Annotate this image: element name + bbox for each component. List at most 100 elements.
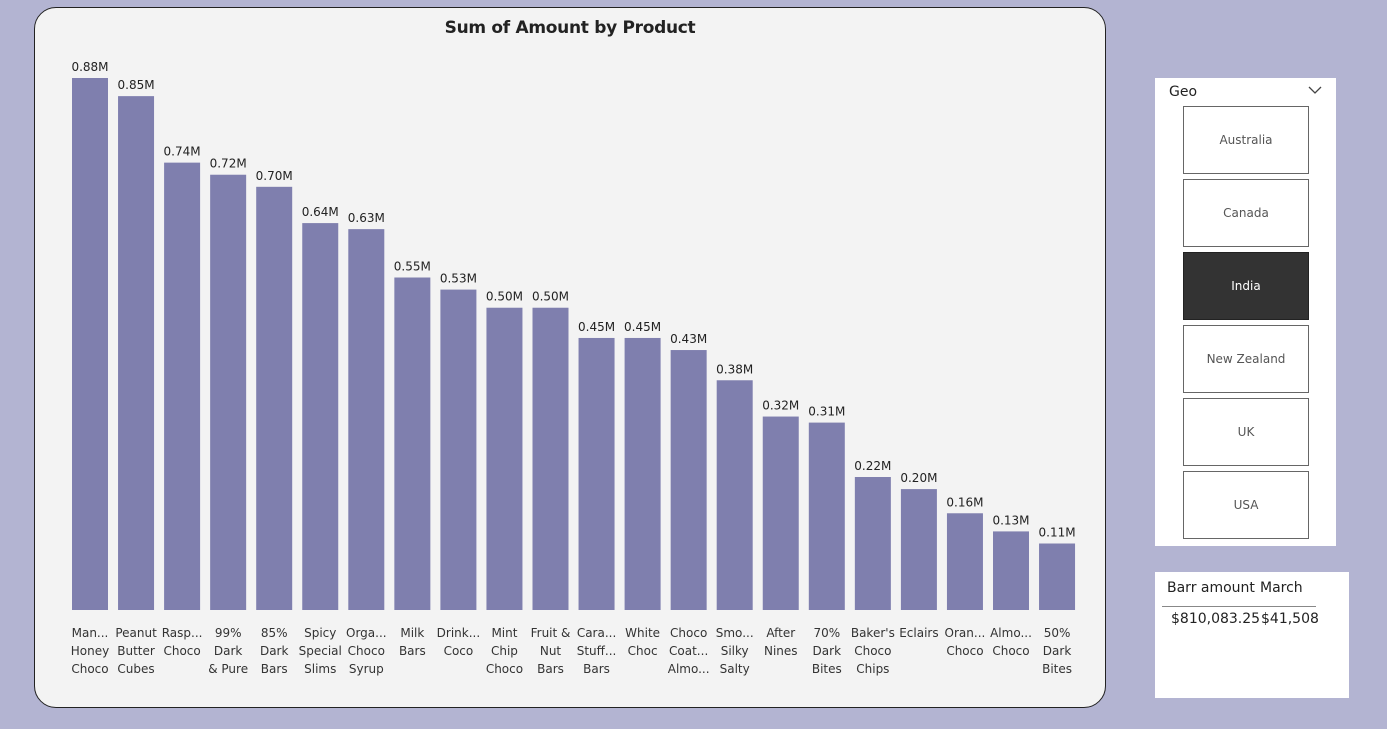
- category-label-14-2: Salty: [720, 662, 750, 676]
- summary-table: Barr amount March $810,083.25 $41,508: [1155, 572, 1349, 698]
- category-label-3-1: Dark: [214, 644, 243, 658]
- data-label-5: 0.64M: [302, 205, 339, 219]
- bar-2[interactable]: [164, 162, 201, 611]
- slicer-option-usa[interactable]: USA: [1183, 471, 1309, 539]
- data-label-21: 0.11M: [1039, 526, 1076, 540]
- bar-8[interactable]: [440, 289, 477, 610]
- bar-6[interactable]: [348, 229, 385, 611]
- chevron-down-icon[interactable]: [1307, 83, 1323, 97]
- bar-17[interactable]: [854, 477, 891, 610]
- data-label-18: 0.20M: [900, 471, 937, 485]
- bar-0[interactable]: [72, 78, 108, 610]
- category-label-4-1: Dark: [260, 644, 289, 658]
- category-label-5-0: Spicy: [304, 626, 336, 640]
- category-label-1-2: Cubes: [117, 662, 154, 676]
- data-label-9: 0.50M: [486, 290, 523, 304]
- category-label-19-0: Oran...: [945, 626, 986, 640]
- category-label-0-1: Honey: [71, 644, 109, 658]
- bar-20[interactable]: [993, 531, 1029, 610]
- geo-slicer: Geo Australia Canada India New Zealand U…: [1155, 78, 1336, 546]
- bar-9[interactable]: [486, 307, 523, 610]
- category-label-6-0: Orga...: [346, 626, 387, 640]
- category-label-13-1: Coat...: [669, 644, 708, 658]
- category-label-18-0: Eclairs: [899, 626, 938, 640]
- category-label-10-2: Bars: [537, 662, 564, 676]
- data-label-11: 0.45M: [578, 320, 615, 334]
- category-label-2-0: Rasp...: [162, 626, 203, 640]
- category-label-21-1: Dark: [1043, 644, 1072, 658]
- bar-21[interactable]: [1039, 543, 1076, 611]
- category-label-20-0: Almo...: [990, 626, 1032, 640]
- bar-14[interactable]: [716, 380, 753, 610]
- category-label-14-1: Silky: [721, 644, 749, 658]
- category-label-0-2: Choco: [71, 662, 108, 676]
- category-label-2-1: Choco: [163, 644, 200, 658]
- slicer-option-australia[interactable]: Australia: [1183, 106, 1309, 174]
- bar-11[interactable]: [578, 337, 615, 610]
- category-label-13-2: Almo...: [668, 662, 710, 676]
- bar-4[interactable]: [256, 186, 293, 610]
- chart-title: Sum of Amount by Product: [444, 18, 696, 38]
- category-label-8-1: Coco: [444, 644, 474, 658]
- category-label-3-0: 99%: [215, 626, 242, 640]
- category-label-7-0: Milk: [400, 626, 424, 640]
- bar-chart-card: Sum of Amount by Product 0.88M Man... Hone…: [34, 7, 1106, 708]
- category-label-4-2: Bars: [261, 662, 288, 676]
- category-label-11-0: Cara...: [577, 626, 616, 640]
- category-label-17-1: Choco: [854, 644, 891, 658]
- category-label-16-1: Dark: [813, 644, 842, 658]
- data-label-10: 0.50M: [532, 290, 569, 304]
- category-label-11-2: Bars: [583, 662, 610, 676]
- category-label-21-0: 50%: [1044, 626, 1071, 640]
- slicer-option-new-zealand[interactable]: New Zealand: [1183, 325, 1309, 393]
- category-label-14-0: Smo...: [716, 626, 754, 640]
- data-label-13: 0.43M: [670, 332, 707, 346]
- bar-3[interactable]: [210, 174, 247, 610]
- category-label-8-0: Drink...: [437, 626, 481, 640]
- bar-13[interactable]: [670, 350, 707, 610]
- data-label-16: 0.31M: [808, 405, 845, 419]
- data-label-15: 0.32M: [762, 399, 799, 413]
- category-label-15-1: Nines: [764, 644, 798, 658]
- category-label-9-2: Choco: [486, 662, 523, 676]
- bar-5[interactable]: [302, 223, 339, 610]
- category-label-4-0: 85%: [261, 626, 288, 640]
- category-label-15-0: After: [766, 626, 795, 640]
- category-label-12-1: Choc: [628, 644, 658, 658]
- category-label-6-1: Choco: [348, 644, 385, 658]
- category-label-11-1: Stuff...: [577, 644, 617, 658]
- bar-18[interactable]: [900, 489, 937, 610]
- category-label-9-1: Chip: [491, 644, 518, 658]
- bar-15[interactable]: [762, 416, 799, 610]
- table-header-march: March: [1260, 580, 1303, 596]
- table-divider: [1162, 606, 1316, 607]
- bar-16[interactable]: [808, 422, 845, 610]
- category-label-17-2: Chips: [856, 662, 889, 676]
- slicer-option-uk[interactable]: UK: [1183, 398, 1309, 466]
- table-cell-barr-amount: $810,083.25: [1171, 611, 1261, 627]
- category-label-1-1: Butter: [117, 644, 155, 658]
- bar-12[interactable]: [624, 337, 661, 610]
- category-label-5-2: Slims: [304, 662, 336, 676]
- category-label-10-0: Fruit &: [531, 626, 571, 640]
- category-label-0-0: Man...: [72, 626, 109, 640]
- bar-7[interactable]: [394, 277, 431, 611]
- category-label-5-1: Special: [299, 644, 342, 658]
- bar-10[interactable]: [532, 307, 569, 610]
- category-label-16-2: Bites: [812, 662, 842, 676]
- bar-chart: 0.88M Man... Honey Choco 0.85M Peanut Butter Cu…: [71, 60, 1076, 676]
- bar-19[interactable]: [946, 513, 983, 610]
- category-label-17-0: Baker's: [851, 626, 895, 640]
- data-label-20: 0.13M: [992, 513, 1029, 527]
- data-label-4: 0.70M: [256, 169, 293, 183]
- data-label-6: 0.63M: [348, 211, 385, 225]
- data-label-17: 0.22M: [854, 459, 891, 473]
- slicer-option-canada[interactable]: Canada: [1183, 179, 1309, 247]
- data-label-19: 0.16M: [946, 495, 983, 509]
- data-label-12: 0.45M: [624, 320, 661, 334]
- category-label-20-1: Choco: [992, 644, 1029, 658]
- slicer-option-india[interactable]: India: [1183, 252, 1309, 320]
- bar-1[interactable]: [118, 96, 155, 611]
- category-label-7-1: Bars: [399, 644, 426, 658]
- data-label-0: 0.88M: [71, 60, 108, 74]
